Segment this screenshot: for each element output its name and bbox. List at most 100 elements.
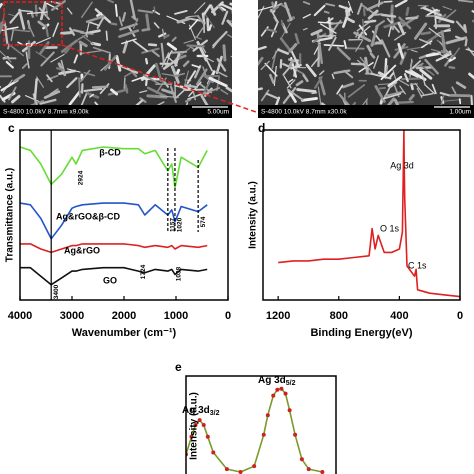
- data-point: [299, 457, 304, 462]
- series-line: [20, 243, 208, 254]
- texture: [378, 83, 391, 86]
- texture: [45, 2, 49, 17]
- texture: [430, 48, 445, 54]
- scale-bar-label: 1.00um: [449, 109, 471, 116]
- caption-bar: [258, 105, 474, 118]
- texture: [83, 71, 96, 77]
- texture: [405, 16, 418, 20]
- texture: [72, 29, 85, 34]
- texture: [132, 39, 148, 52]
- peak-label: 1724: [140, 264, 147, 279]
- texture: [412, 60, 422, 69]
- texture: [183, 39, 195, 44]
- texture: [118, 29, 140, 38]
- data-point: [283, 391, 288, 396]
- texture: [91, 85, 109, 89]
- texture: [414, 82, 424, 95]
- texture: [273, 65, 277, 86]
- data-point: [287, 408, 292, 413]
- texture: [0, 26, 19, 32]
- texture: [37, 20, 46, 28]
- texture: [123, 77, 126, 89]
- data-point: [271, 393, 276, 398]
- texture: [79, 69, 91, 82]
- texture: [221, 10, 229, 25]
- texture: [208, 76, 228, 88]
- texture: [258, 56, 264, 67]
- texture: [208, 24, 212, 31]
- texture: [380, 13, 397, 18]
- texture: [434, 15, 455, 24]
- texture: [424, 58, 439, 75]
- texture: [170, 50, 188, 54]
- texture: [147, 43, 158, 47]
- image-caption: S-4800 10.0kV 8.7mm x30.0k: [261, 109, 347, 116]
- texture: [408, 62, 424, 71]
- texture: [122, 40, 129, 54]
- data-point: [279, 386, 284, 391]
- texture: [398, 16, 412, 30]
- x-tick-label: 0: [457, 310, 463, 322]
- texture: [121, 11, 127, 22]
- texture: [443, 29, 452, 32]
- texture: [431, 83, 437, 95]
- texture: [105, 30, 108, 41]
- texture: [182, 60, 190, 68]
- y-axis-label: Intensity (a.u.): [189, 392, 200, 460]
- texture: [270, 8, 279, 24]
- data-point: [197, 418, 202, 423]
- data-point: [306, 467, 311, 472]
- texture: [160, 42, 165, 65]
- texture: [0, 21, 4, 31]
- texture: [380, 64, 397, 81]
- texture: [216, 57, 227, 72]
- texture: [217, 5, 224, 12]
- texture: [227, 34, 232, 39]
- texture: [206, 17, 210, 32]
- texture: [393, 98, 400, 107]
- texture: [200, 54, 214, 63]
- texture: [7, 43, 11, 50]
- texture: [325, 2, 336, 7]
- texture: [92, 46, 112, 54]
- texture: [397, 21, 406, 36]
- texture: [382, 92, 402, 100]
- zoom-line: [61, 44, 257, 113]
- texture: [370, 72, 392, 80]
- texture: [420, 31, 432, 36]
- texture: [143, 77, 164, 81]
- data-point: [261, 432, 266, 437]
- texture: [454, 35, 464, 41]
- texture: [141, 27, 151, 32]
- texture: [184, 98, 192, 103]
- texture: [170, 65, 180, 84]
- scale-bar-label: 5.00um: [207, 109, 229, 116]
- texture: [442, 50, 452, 58]
- texture: [39, 98, 57, 105]
- texture: [160, 95, 179, 99]
- texture: [289, 48, 301, 68]
- texture: [131, 75, 146, 82]
- texture: [202, 11, 215, 29]
- x-axis-label: Wavenumber (cm⁻¹): [72, 327, 177, 339]
- texture: [68, 27, 76, 36]
- texture: [26, 22, 35, 37]
- texture: [410, 49, 418, 53]
- texture: [186, 70, 197, 85]
- texture: [8, 13, 15, 17]
- texture: [383, 20, 406, 29]
- texture: [305, 63, 317, 77]
- texture: [420, 64, 435, 76]
- texture: [358, 24, 368, 36]
- texture: [409, 60, 413, 67]
- texture: [357, 31, 364, 39]
- texture: [369, 52, 376, 59]
- texture: [154, 62, 163, 83]
- texture: [355, 31, 359, 38]
- texture: [258, 6, 273, 12]
- texture: [401, 77, 421, 81]
- texture: [294, 33, 300, 45]
- texture: [295, 80, 304, 87]
- texture: [110, 88, 119, 96]
- texture: [129, 0, 136, 20]
